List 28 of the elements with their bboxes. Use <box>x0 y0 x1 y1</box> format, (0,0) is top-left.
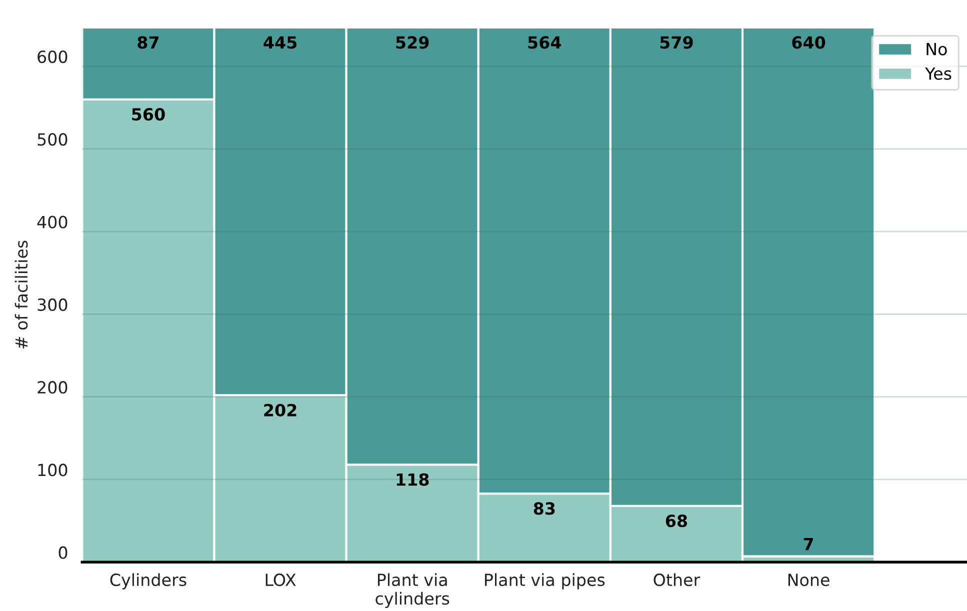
x-tick-label: None <box>788 574 830 586</box>
data-label: 560 <box>132 108 165 121</box>
y-tick-label: 100 <box>38 464 68 476</box>
data-label: 83 <box>534 502 555 515</box>
data-label: 202 <box>264 404 296 416</box>
data-label: 87 <box>138 36 158 49</box>
y-tick-label: 200 <box>38 381 68 394</box>
x-tick-label: LOX <box>266 574 296 586</box>
data-label: 445 <box>264 36 297 49</box>
x-tick-label: Plant via pipes <box>485 573 605 590</box>
x-tick-label: Other <box>654 573 700 586</box>
y-tick-label: 400 <box>37 216 68 228</box>
data-label: 529 <box>396 36 429 49</box>
data-label: 640 <box>792 36 826 49</box>
y-tick-label: 500 <box>38 133 68 146</box>
data-label: 118 <box>396 473 429 486</box>
y-tick-label: 300 <box>38 298 68 311</box>
x-tick-label: Cylinders <box>110 573 186 590</box>
data-label: 579 <box>660 36 693 49</box>
x-tick-label: Plant via cylinders <box>376 573 450 608</box>
y-tick-label: 600 <box>38 50 68 64</box>
legend-label: Yes <box>925 67 952 80</box>
data-label: 564 <box>528 36 562 49</box>
data-label: 7 <box>804 538 813 550</box>
data-label: 68 <box>666 514 688 528</box>
y-tick-label: 0 <box>58 546 68 559</box>
legend-label: No <box>926 43 947 56</box>
y-axis-title: # of facilities <box>14 240 28 348</box>
